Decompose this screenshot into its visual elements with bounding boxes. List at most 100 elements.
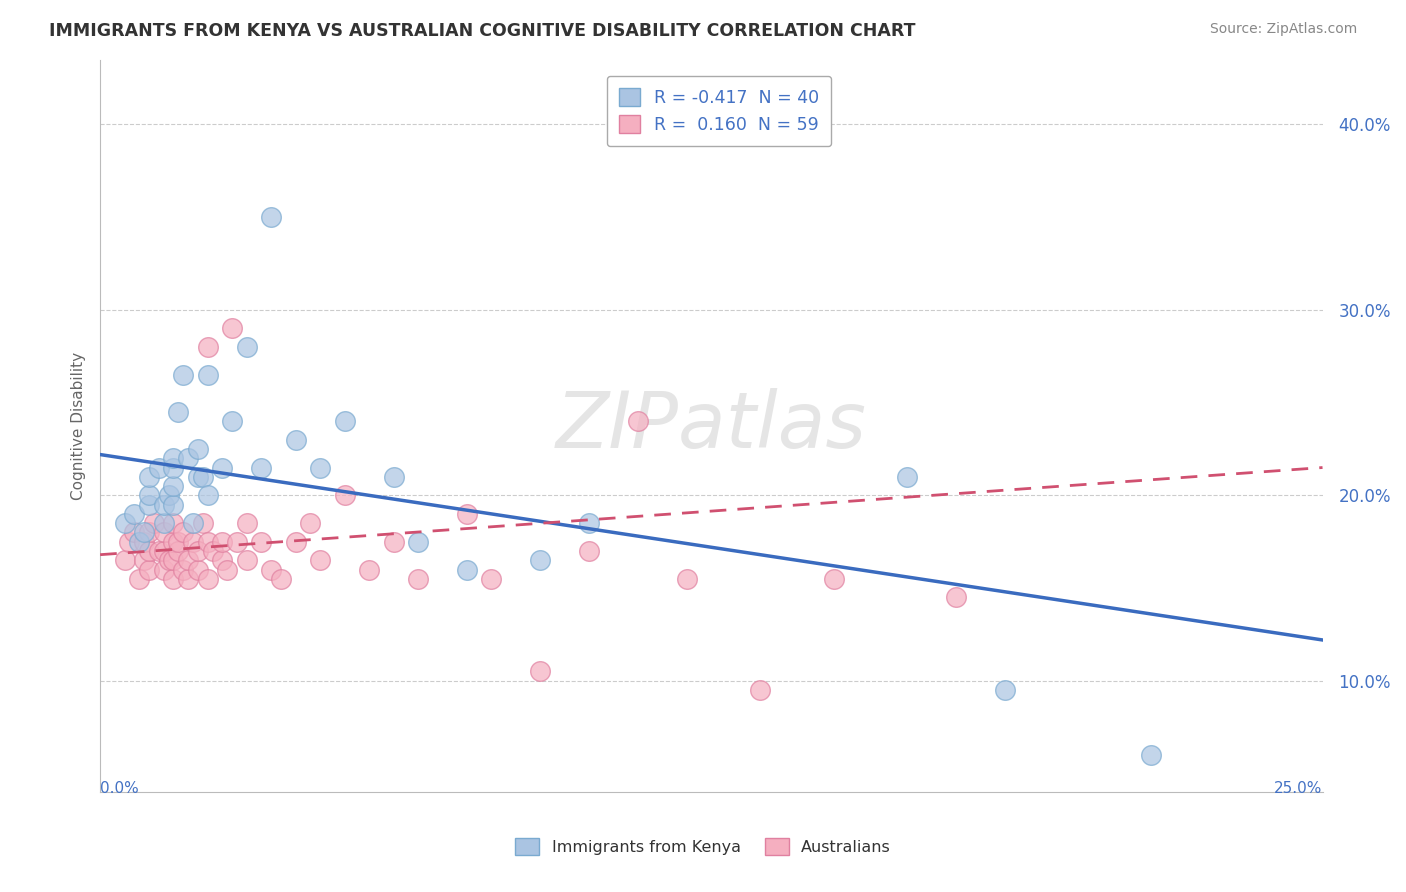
Point: [162, 516, 184, 531]
Point: [201, 544, 224, 558]
Point: [142, 516, 165, 531]
Point: [236, 553, 259, 567]
Point: [299, 516, 322, 531]
Point: [181, 516, 204, 531]
Point: [148, 544, 170, 558]
Text: 0.0%: 0.0%: [100, 781, 139, 796]
Point: [406, 534, 429, 549]
Point: [211, 553, 233, 567]
Point: [152, 498, 174, 512]
Y-axis label: Cognitive Disability: Cognitive Disability: [72, 351, 86, 500]
Point: [152, 562, 174, 576]
Point: [529, 553, 551, 567]
Point: [211, 460, 233, 475]
Point: [172, 368, 194, 382]
Point: [529, 665, 551, 679]
Point: [157, 553, 180, 567]
Point: [197, 572, 219, 586]
Point: [124, 507, 146, 521]
Point: [191, 516, 214, 531]
Point: [627, 414, 650, 428]
Point: [1140, 747, 1163, 762]
Point: [382, 470, 405, 484]
Point: [138, 488, 160, 502]
Point: [128, 572, 150, 586]
Point: [197, 368, 219, 382]
Point: [118, 534, 141, 549]
Point: [152, 525, 174, 540]
Point: [578, 544, 600, 558]
Point: [945, 591, 967, 605]
Point: [406, 572, 429, 586]
Point: [157, 488, 180, 502]
Point: [749, 683, 772, 698]
Point: [124, 525, 146, 540]
Point: [236, 340, 259, 354]
Point: [162, 460, 184, 475]
Point: [197, 534, 219, 549]
Point: [134, 553, 156, 567]
Point: [270, 572, 292, 586]
Point: [134, 525, 156, 540]
Point: [138, 498, 160, 512]
Point: [177, 553, 200, 567]
Point: [187, 470, 209, 484]
Point: [152, 516, 174, 531]
Point: [456, 507, 478, 521]
Point: [181, 534, 204, 549]
Point: [152, 544, 174, 558]
Point: [823, 572, 845, 586]
Point: [250, 460, 273, 475]
Point: [357, 562, 380, 576]
Point: [191, 470, 214, 484]
Point: [994, 683, 1017, 698]
Point: [217, 562, 239, 576]
Point: [896, 470, 918, 484]
Point: [172, 525, 194, 540]
Point: [284, 433, 307, 447]
Point: [578, 516, 600, 531]
Point: [676, 572, 699, 586]
Point: [479, 572, 502, 586]
Point: [221, 321, 243, 335]
Point: [167, 534, 190, 549]
Point: [114, 553, 136, 567]
Point: [309, 553, 332, 567]
Point: [187, 562, 209, 576]
Point: [138, 562, 160, 576]
Text: Source: ZipAtlas.com: Source: ZipAtlas.com: [1209, 22, 1357, 37]
Point: [333, 488, 356, 502]
Text: 25.0%: 25.0%: [1274, 781, 1323, 796]
Point: [187, 544, 209, 558]
Point: [236, 516, 259, 531]
Point: [250, 534, 273, 549]
Point: [162, 572, 184, 586]
Point: [138, 525, 160, 540]
Point: [114, 516, 136, 531]
Point: [382, 534, 405, 549]
Point: [138, 544, 160, 558]
Point: [187, 442, 209, 456]
Point: [456, 562, 478, 576]
Point: [333, 414, 356, 428]
Point: [221, 414, 243, 428]
Point: [197, 340, 219, 354]
Point: [134, 534, 156, 549]
Point: [148, 460, 170, 475]
Point: [177, 572, 200, 586]
Point: [172, 562, 194, 576]
Point: [260, 562, 283, 576]
Point: [197, 488, 219, 502]
Point: [128, 534, 150, 549]
Text: ZIPatlas: ZIPatlas: [555, 388, 866, 464]
Point: [162, 498, 184, 512]
Point: [309, 460, 332, 475]
Point: [162, 479, 184, 493]
Point: [177, 451, 200, 466]
Point: [167, 405, 190, 419]
Point: [162, 451, 184, 466]
Point: [260, 211, 283, 225]
Point: [167, 544, 190, 558]
Text: IMMIGRANTS FROM KENYA VS AUSTRALIAN COGNITIVE DISABILITY CORRELATION CHART: IMMIGRANTS FROM KENYA VS AUSTRALIAN COGN…: [49, 22, 915, 40]
Point: [284, 534, 307, 549]
